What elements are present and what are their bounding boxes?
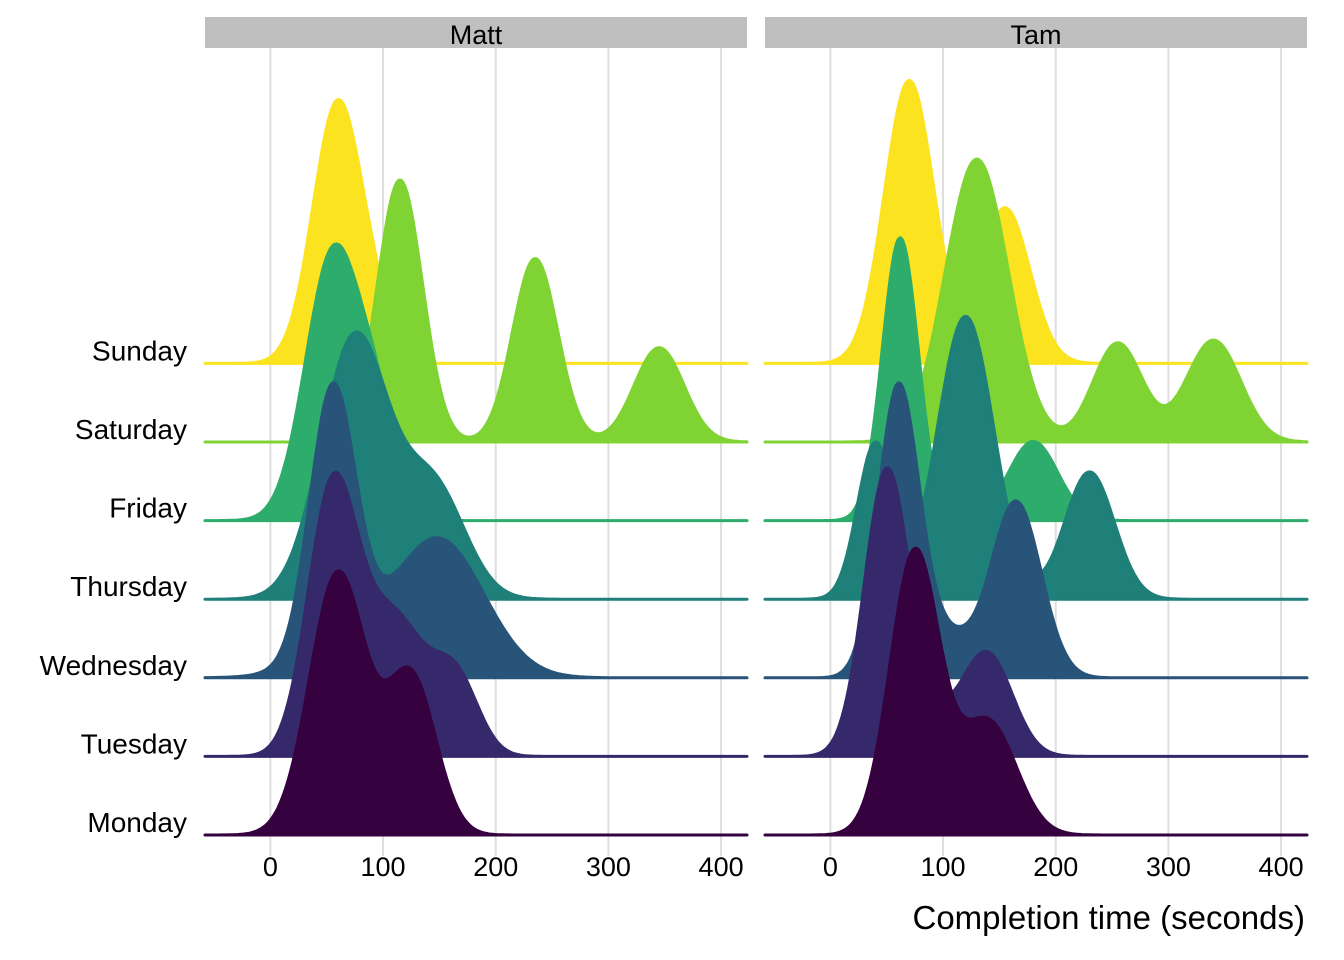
strip-tam-background (765, 17, 1307, 48)
y-label-monday: Monday (87, 807, 187, 838)
x-axis-ticks-matt: 0 100 200 300 400 (263, 852, 744, 882)
y-axis-day-labels: Monday Tuesday Wednesday Thursday Friday Satu… (40, 335, 187, 838)
x-axis-title: Completion time (seconds) (913, 899, 1306, 936)
y-label-sunday: Sunday (92, 335, 187, 366)
x-tick-label-tam-200: 200 (1033, 852, 1078, 882)
ridge-tam-saturday (763, 157, 1309, 444)
panel-tam: Tam 0 100 200 300 400 (763, 17, 1309, 882)
strip-tam-label: Tam (1010, 20, 1061, 50)
strip-matt-label: Matt (450, 20, 503, 50)
x-tick-label-matt-0: 0 (263, 852, 278, 882)
x-tick-label-matt-300: 300 (586, 852, 631, 882)
x-tick-label-matt-200: 200 (473, 852, 518, 882)
ridge-tam-sunday (763, 78, 1309, 365)
y-label-friday: Friday (109, 493, 187, 524)
x-tick-label-tam-300: 300 (1146, 852, 1191, 882)
strip-matt-background (205, 17, 747, 48)
x-tick-label-tam-0: 0 (823, 852, 838, 882)
ridge-tam-monday (763, 546, 1309, 837)
x-tick-label-matt-100: 100 (361, 852, 406, 882)
ridge-matt-monday (203, 569, 749, 837)
x-tick-label-matt-400: 400 (699, 852, 744, 882)
x-tick-label-tam-400: 400 (1259, 852, 1304, 882)
x-tick-label-tam-100: 100 (921, 852, 966, 882)
y-label-thursday: Thursday (70, 571, 187, 602)
ridges-tam (763, 78, 1309, 837)
panel-matt: Matt 0 100 200 300 400 (203, 17, 749, 882)
ridge-matt-sunday (203, 97, 749, 365)
y-label-saturday: Saturday (75, 414, 187, 445)
y-label-wednesday: Wednesday (40, 650, 187, 681)
y-label-tuesday: Tuesday (81, 728, 187, 759)
ridge-matt-saturday (203, 178, 749, 444)
x-axis-ticks-tam: 0 100 200 300 400 (823, 852, 1304, 882)
ridges-matt (203, 97, 749, 837)
